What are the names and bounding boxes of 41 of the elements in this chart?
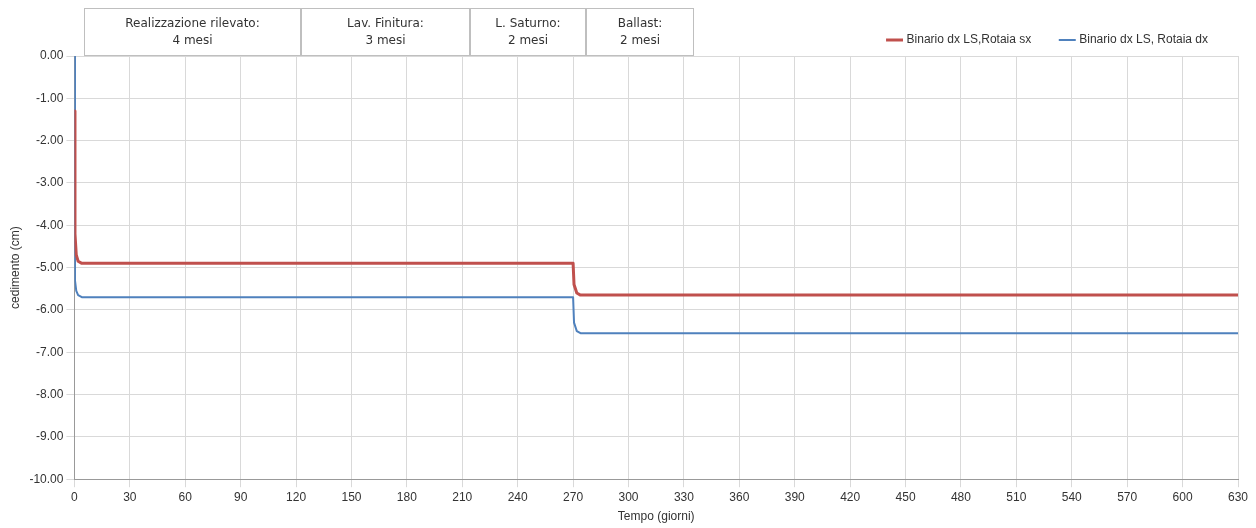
x-tick-label: 600 xyxy=(1172,489,1193,504)
y-tick-label: -4.00 xyxy=(36,217,64,232)
x-tick-label: 540 xyxy=(1061,489,1083,504)
x-tick-label: 420 xyxy=(840,489,861,504)
y-tick-label: -7.00 xyxy=(36,344,64,359)
y-tick-label: -2.00 xyxy=(36,132,64,147)
text: L. Saturno: 2 mesi xyxy=(470,8,586,56)
x-tick-label: 630 xyxy=(1227,489,1249,504)
x-tick-label: 480 xyxy=(950,489,972,504)
y-tick-label: -8.00 xyxy=(36,386,64,401)
y-tick-label: -1.00 xyxy=(36,90,64,105)
y-tick-label: -6.00 xyxy=(36,302,64,317)
x-tick-label: 300 xyxy=(618,489,639,504)
text: Ballast: 2 mesi xyxy=(586,8,694,56)
x-tick-label: 210 xyxy=(452,489,473,504)
x-tick-label: 120 xyxy=(286,489,307,504)
x-tick-label: 510 xyxy=(1006,489,1027,504)
x-tick-label: 0 xyxy=(71,489,79,504)
y-tick-label: -10.00 xyxy=(29,471,64,486)
x-axis-title: Tempo (giorni) xyxy=(617,509,695,524)
y-tick-label: -9.00 xyxy=(36,429,64,444)
text: Realizzazione rilevato: 4 mesi xyxy=(84,8,301,56)
x-tick-label: 570 xyxy=(1117,489,1138,504)
y-tick-label: -5.00 xyxy=(36,259,64,274)
legend-label: Binario dx LS,Rotaia sx xyxy=(906,32,1032,47)
x-tick-label: 30 xyxy=(123,489,137,504)
y-tick-label: 0.00 xyxy=(40,48,64,63)
x-tick-label: 240 xyxy=(507,489,529,504)
x-tick-label: 330 xyxy=(673,489,695,504)
y-tick-label: -3.00 xyxy=(36,175,64,190)
x-tick-label: 270 xyxy=(563,489,584,504)
x-tick-label: 150 xyxy=(341,489,362,504)
x-tick-label: 180 xyxy=(396,489,418,504)
x-tick-label: 90 xyxy=(233,489,248,504)
x-tick-label: 450 xyxy=(895,489,916,504)
x-tick-label: 390 xyxy=(784,489,806,504)
legend-label: Binario dx LS, Rotaia dx xyxy=(1079,32,1209,47)
y-axis-title: cedimento (cm) xyxy=(7,226,22,309)
x-tick-label: 60 xyxy=(178,489,193,504)
text: Lav. Finitura: 3 mesi xyxy=(301,8,470,56)
x-tick-label: 360 xyxy=(729,489,750,504)
